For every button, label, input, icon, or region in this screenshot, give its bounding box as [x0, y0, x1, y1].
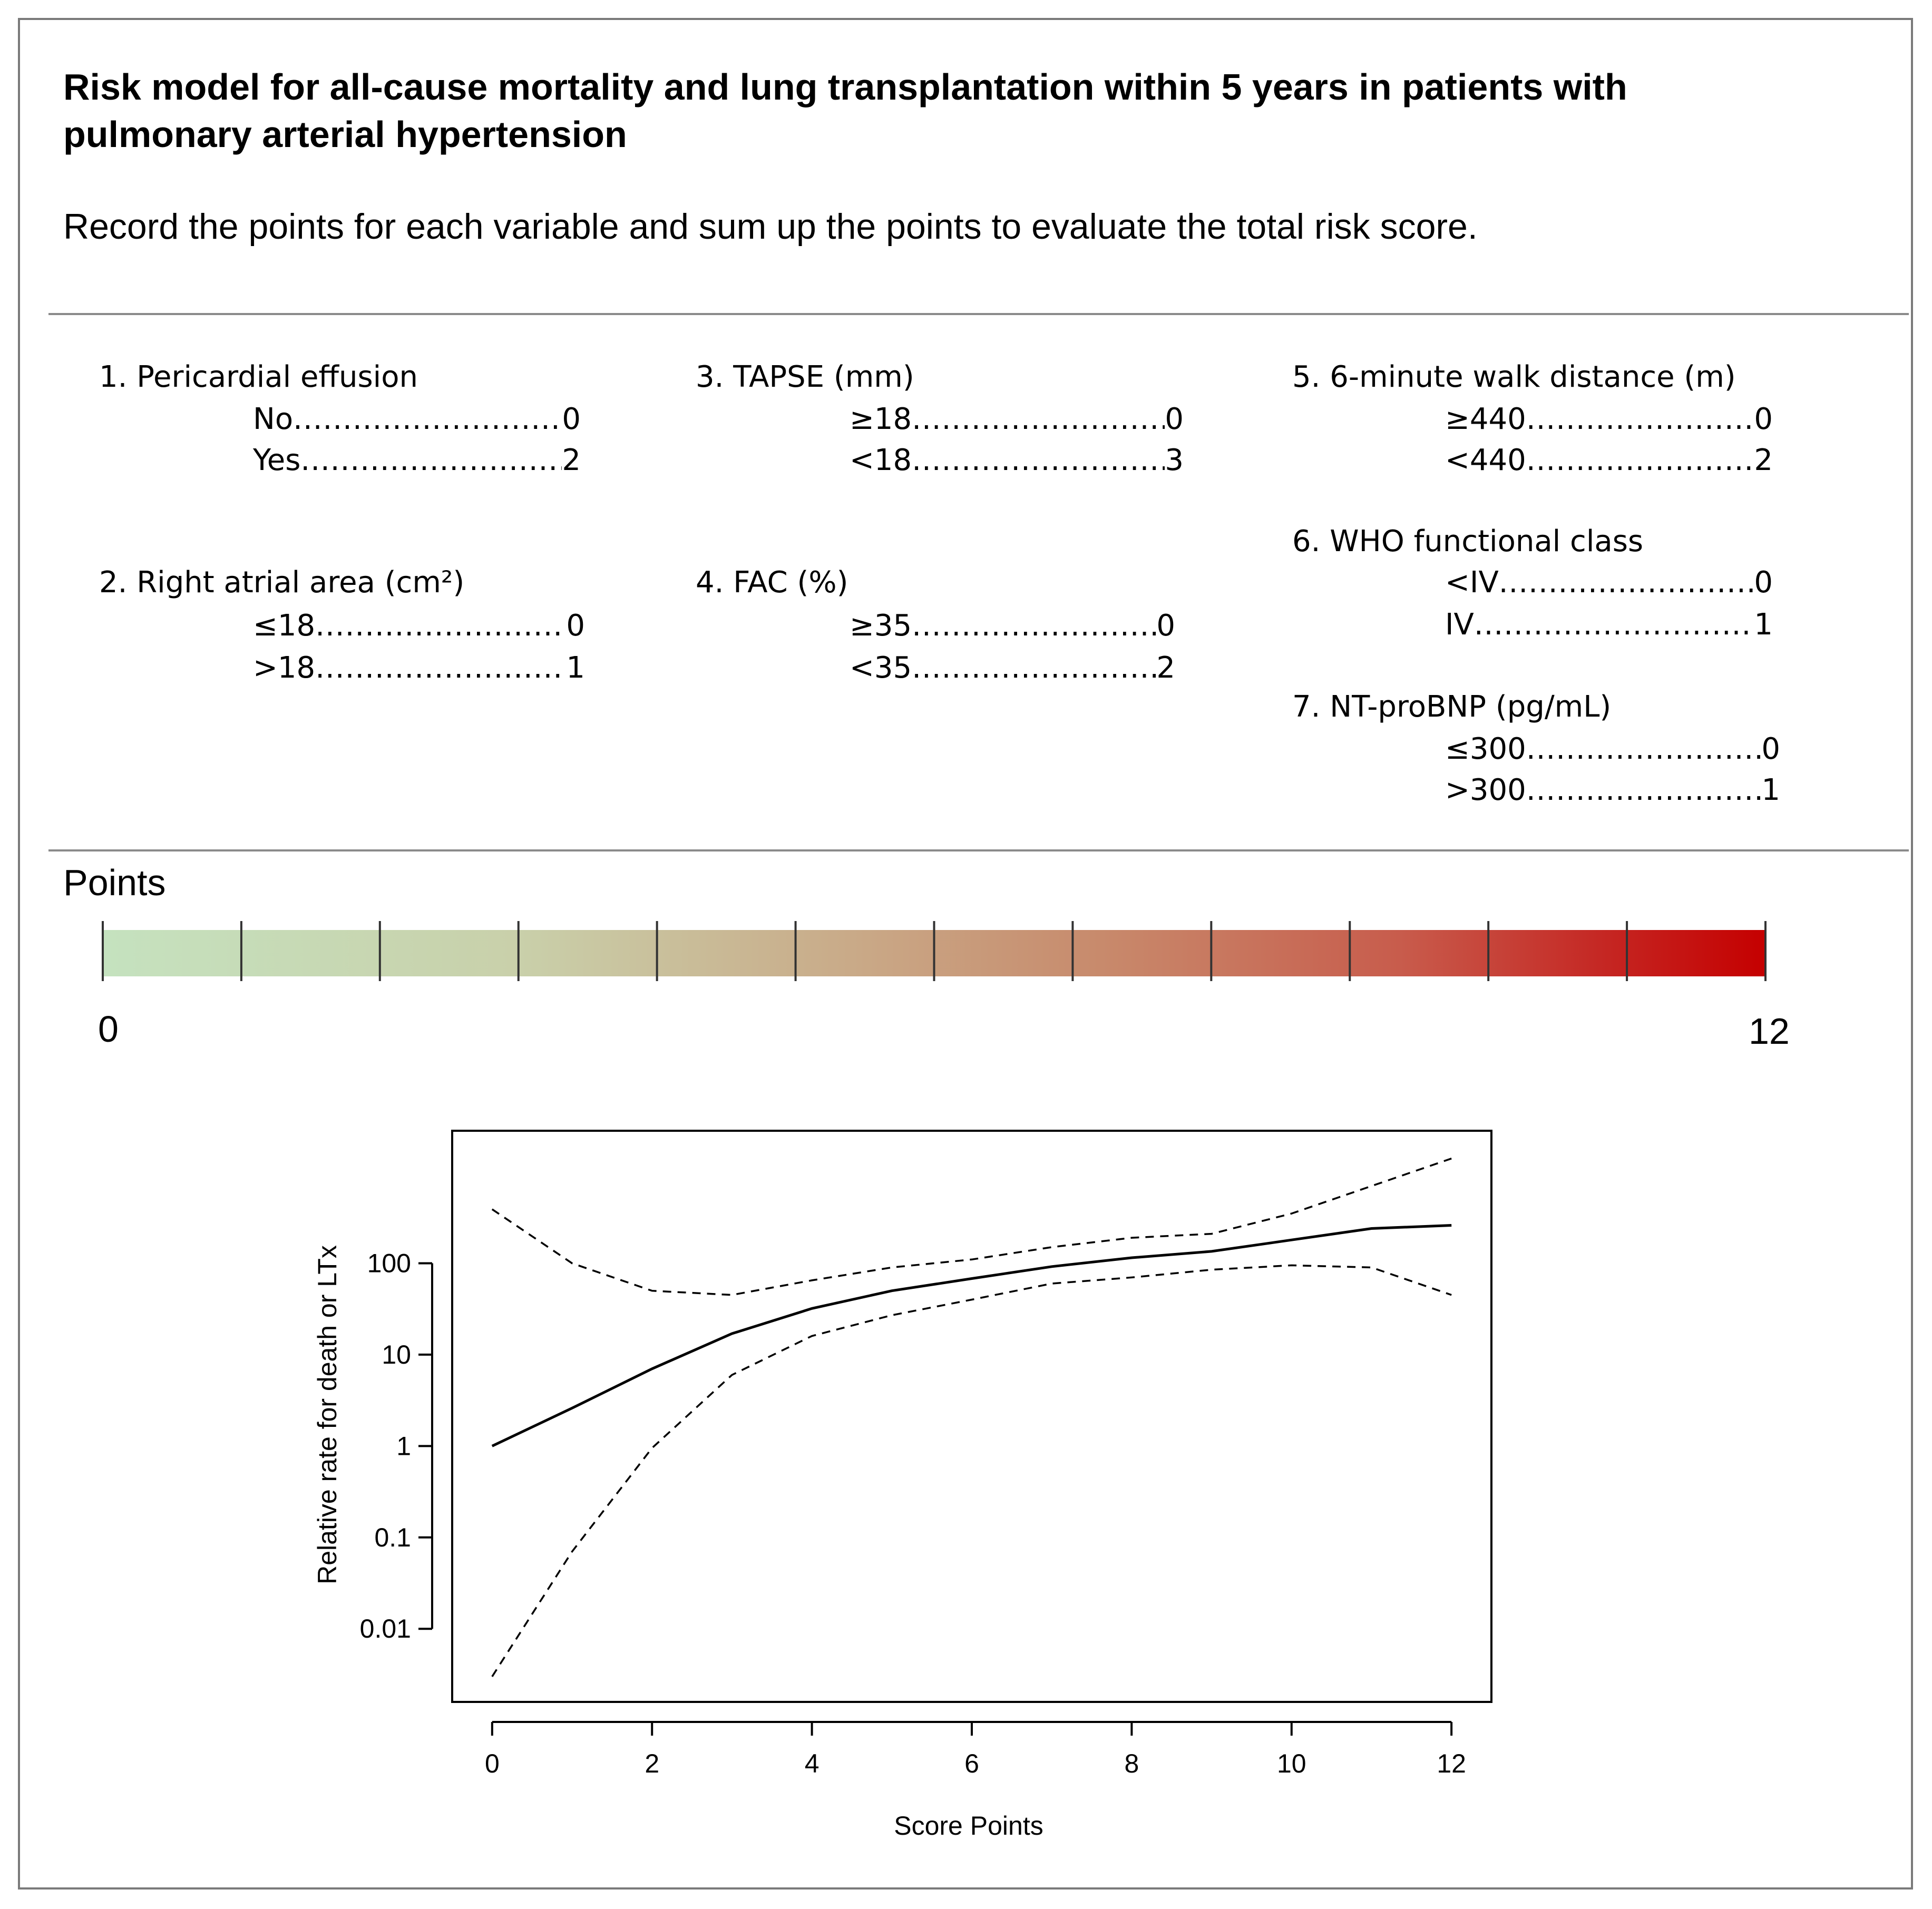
option-points: 0 — [1156, 609, 1175, 643]
option-row: <18.....................................… — [850, 439, 1184, 482]
option-row: <35.....................................… — [850, 647, 1175, 689]
option-label: ≥35 — [850, 609, 912, 643]
option-label: Yes — [253, 443, 301, 477]
option-label: >300 — [1445, 773, 1526, 807]
option-row: <IV ....................................… — [1445, 562, 1773, 604]
y-tick-label: 0.1 — [374, 1523, 411, 1552]
option-points: 2 — [1754, 443, 1773, 477]
option-row: >18.....................................… — [253, 647, 585, 689]
option-points: 1 — [566, 651, 585, 685]
x-tick-label: 2 — [645, 1749, 659, 1778]
dot-leader: ........................................… — [912, 651, 1157, 685]
option-label: <IV — [1445, 565, 1499, 600]
x-tick-label: 4 — [805, 1749, 819, 1778]
dot-leader: ........................................… — [912, 402, 1165, 436]
variable-nt-probnp: 7. NT-proBNP (pg/mL) — [1292, 690, 1612, 724]
series-line-lower-ci — [491, 1264, 1452, 1677]
option-label: ≤18 — [253, 609, 316, 643]
option-row: <440....................................… — [1445, 439, 1773, 482]
dot-leader: ........................................… — [315, 609, 567, 643]
dot-leader: ........................................… — [293, 402, 562, 436]
y-tick-label: 1 — [396, 1431, 411, 1461]
option-row: ≤300....................................… — [1445, 728, 1780, 770]
option-points: 0 — [1754, 402, 1773, 436]
option-points: 0 — [1754, 565, 1773, 600]
risk-curve-chart: Relative rate for death or LTx Score Poi… — [313, 1130, 1492, 1841]
option-row: Yes.....................................… — [253, 439, 581, 482]
divider-bottom — [48, 849, 1909, 851]
series-line-upper-ci — [491, 1158, 1452, 1296]
variable-6mwd: 5. 6-minute walk distance (m) — [1292, 360, 1736, 394]
x-tick-label: 8 — [1124, 1749, 1139, 1778]
dot-leader: ........................................… — [1498, 565, 1754, 600]
option-points: 1 — [1761, 773, 1780, 807]
option-label: <440 — [1445, 443, 1526, 477]
dot-leader: ........................................… — [912, 443, 1165, 477]
option-row: ≤18 ....................................… — [253, 605, 585, 647]
x-tick-label: 6 — [964, 1749, 979, 1778]
option-row: ≥35.....................................… — [850, 605, 1175, 647]
option-row: No......................................… — [253, 398, 581, 440]
y-tick-label: 10 — [382, 1340, 411, 1369]
variable-pericardial-effusion: 1. Pericardial effusion — [99, 360, 418, 394]
y-tick-label: 100 — [367, 1248, 411, 1278]
option-points: 2 — [1156, 651, 1175, 685]
option-label: ≥440 — [1445, 402, 1526, 436]
plot-area-frame — [451, 1130, 1492, 1703]
x-axis-label: Score Points — [894, 1811, 1043, 1841]
option-points: 0 — [1165, 402, 1184, 436]
dot-leader: ........................................… — [300, 443, 562, 477]
option-row: >300....................................… — [1445, 769, 1780, 811]
divider-top — [48, 313, 1909, 315]
option-points: 0 — [566, 609, 585, 643]
option-points: 3 — [1165, 443, 1184, 477]
option-label: >18 — [253, 651, 316, 685]
dot-leader: ........................................… — [315, 651, 567, 685]
series-line-estimate — [491, 1224, 1452, 1447]
variable-tapse: 3. TAPSE (mm) — [696, 360, 914, 394]
points-scale-max: 12 — [1749, 1011, 1790, 1052]
variable-who-functional-class: 6. WHO functional class — [1292, 524, 1644, 559]
option-label: ≥18 — [850, 402, 912, 436]
option-row: IV......................................… — [1445, 604, 1773, 646]
option-label: <35 — [850, 651, 912, 685]
option-label: ≤300 — [1445, 732, 1526, 766]
option-label: <18 — [850, 443, 912, 477]
option-points: 0 — [1761, 732, 1780, 766]
option-row: ≥440....................................… — [1445, 398, 1773, 440]
y-axis-label: Relative rate for death or LTx — [313, 1245, 342, 1584]
x-tick-label: 0 — [485, 1749, 500, 1778]
dot-leader: ........................................… — [1526, 443, 1754, 477]
x-tick-label: 12 — [1437, 1749, 1466, 1778]
y-tick-label: 0.01 — [360, 1614, 411, 1643]
variable-fac: 4. FAC (%) — [696, 565, 848, 600]
dot-leader: ........................................… — [1526, 402, 1754, 436]
option-row: ≥18.....................................… — [850, 398, 1184, 440]
option-label: IV — [1445, 608, 1474, 642]
dot-leader: ........................................… — [1474, 608, 1754, 642]
points-scale-ticks — [102, 921, 1767, 981]
dot-leader: ........................................… — [912, 609, 1157, 643]
variable-right-atrial-area: 2. Right atrial area (cm²) — [99, 565, 465, 600]
dot-leader: ........................................… — [1526, 732, 1762, 766]
option-label: No — [253, 402, 294, 436]
option-points: 1 — [1754, 608, 1773, 642]
points-scale-min: 0 — [98, 1009, 119, 1050]
figure-title: Risk model for all-cause mortality and l… — [63, 66, 1627, 155]
dot-leader: ........................................… — [1526, 773, 1762, 807]
x-tick-label: 10 — [1277, 1749, 1306, 1778]
option-points: 2 — [562, 443, 581, 477]
points-scale-title: Points — [63, 862, 166, 903]
figure-subtitle: Record the points for each variable and … — [63, 207, 1478, 247]
figure-frame — [18, 18, 1913, 1890]
option-points: 0 — [562, 402, 581, 436]
